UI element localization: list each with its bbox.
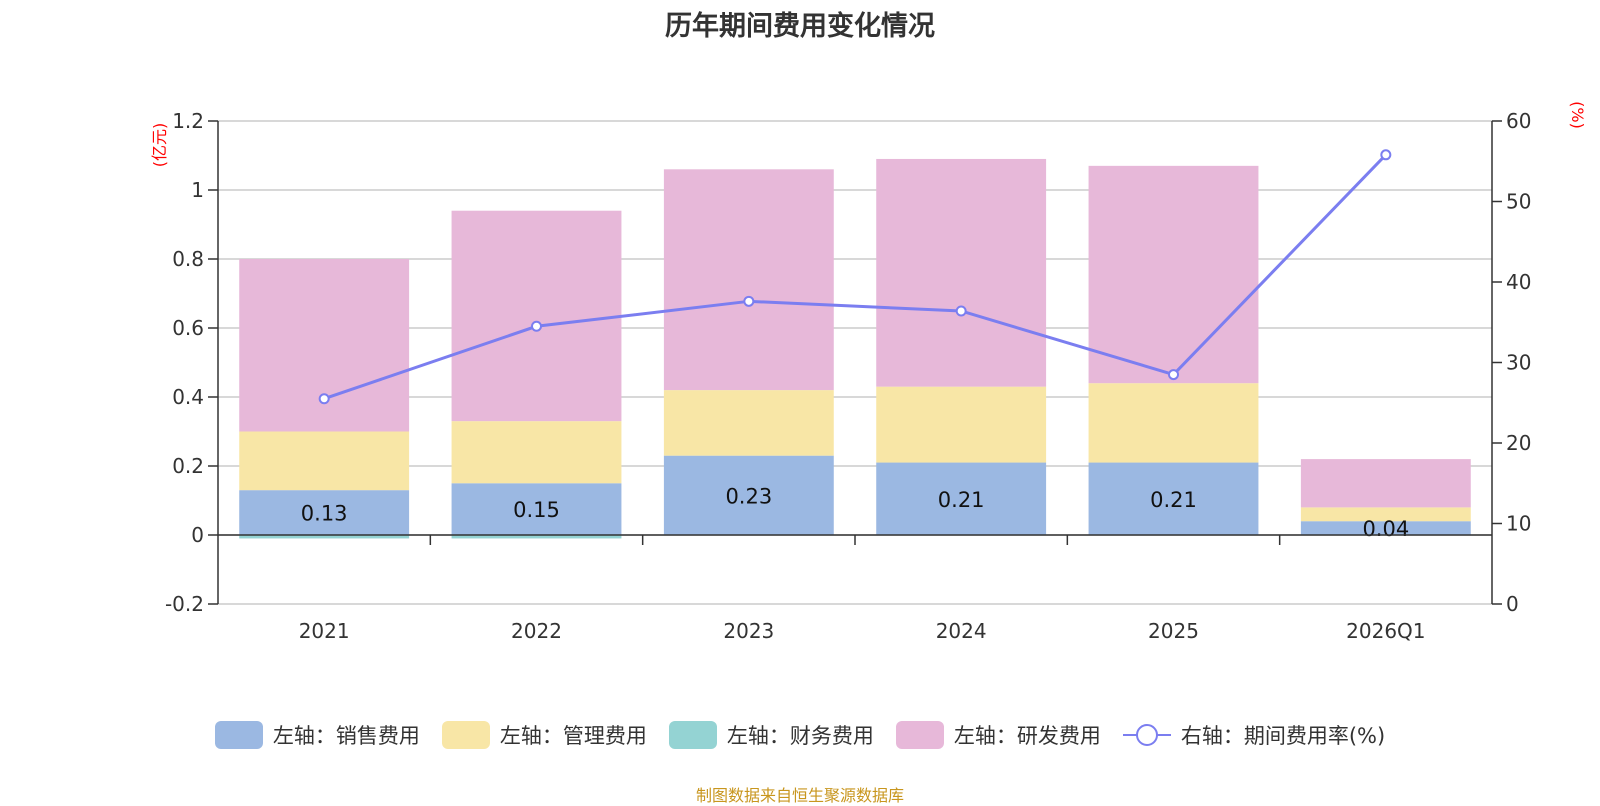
left-tick-label: 0.6	[172, 316, 204, 340]
bar-segment-3	[663, 169, 834, 391]
bar-segment-3	[876, 158, 1047, 387]
bar-segment-0	[239, 490, 410, 535]
legend-label: 左轴：研发费用	[953, 724, 1101, 748]
bar-segment-0	[876, 462, 1047, 535]
legend-swatch	[1122, 721, 1171, 749]
legend-item[interactable]: 左轴：销售费用	[214, 720, 420, 750]
x-tick-label: 2022	[511, 619, 562, 643]
left-axis-unit: (亿元)	[150, 123, 169, 168]
x-tick-label: 2021	[299, 619, 350, 643]
rate-point	[531, 320, 542, 332]
legend-item[interactable]: 左轴：管理费用	[441, 720, 647, 750]
left-tick-label: 0.2	[172, 454, 204, 478]
right-tick-label: 60	[1506, 109, 1531, 133]
right-tick-label: 0	[1506, 592, 1519, 616]
bar-data-label: 0.13	[301, 502, 348, 526]
bar-segment-0	[451, 483, 622, 535]
bar-segment-0	[1300, 521, 1471, 535]
bar-data-label: 0.21	[938, 488, 985, 512]
bar-segment-3	[451, 210, 622, 422]
left-tick-label: 0.8	[172, 247, 204, 271]
right-axis-unit: (%)	[1568, 101, 1587, 129]
rate-point	[1168, 369, 1179, 381]
legend-label: 左轴：财务费用	[726, 724, 874, 748]
right-tick-label: 40	[1506, 270, 1531, 294]
legend-label: 右轴：期间费用率(%)	[1180, 724, 1386, 748]
legend-swatch	[668, 721, 717, 749]
bar-segment-3	[239, 259, 410, 432]
rate-line	[323, 153, 1387, 401]
bar-segment-1	[663, 390, 834, 456]
rate-point	[318, 393, 330, 405]
bar-segment-3	[1088, 165, 1259, 384]
left-tick-label: -0.2	[165, 592, 204, 616]
right-tick-label: 20	[1506, 431, 1531, 455]
left-tick-label: 0.4	[172, 385, 204, 409]
legend: 左轴：销售费用 左轴：管理费用 左轴：财务费用 左轴：研发费用 右轴：期间费用率(%)	[0, 720, 1600, 750]
chart-canvas: -0.2 0 0.2 0.4 0.6 0.8 1 1.2 0 10 20 30 40 50 60 (亿元) (%…	[150, 101, 1587, 643]
rate-point	[743, 295, 755, 307]
legend-label: 左轴：管理费用	[499, 724, 647, 748]
bar-data-label: 0.15	[513, 498, 560, 522]
x-tick-label: 2025	[1148, 619, 1199, 643]
legend-label: 左轴：销售费用	[272, 724, 420, 748]
legend-swatch	[895, 721, 944, 749]
legend-swatch	[441, 721, 490, 749]
right-tick-label: 50	[1506, 190, 1531, 214]
bar-data-label: 0.23	[725, 484, 772, 508]
bar-data-label: 0.21	[1150, 488, 1197, 512]
bar-segment-1	[1300, 507, 1471, 522]
chart-title: 历年期间费用变化情况	[665, 11, 935, 42]
left-tick-label: 1.2	[172, 109, 204, 133]
bar-segment-1	[451, 421, 622, 484]
bar-segment-0	[1088, 462, 1259, 535]
bar-segment-1	[239, 431, 410, 491]
legend-item[interactable]: 左轴：财务费用	[668, 720, 874, 750]
bar-segment-1	[876, 386, 1047, 463]
x-tick-label: 2023	[723, 619, 774, 643]
x-tick-label: 2024	[936, 619, 987, 643]
bar-segment-3	[1300, 459, 1471, 508]
bar-segment-1	[1088, 383, 1259, 463]
bar-segment-2	[239, 535, 410, 539]
left-tick-label: 1	[191, 178, 204, 202]
bar-data-label: 0.04	[1362, 517, 1409, 541]
bar-segment-0	[663, 455, 834, 535]
bar-segment-2	[451, 535, 622, 539]
rate-point	[1380, 149, 1392, 161]
left-tick-label: 0	[191, 523, 204, 547]
legend-swatch	[214, 721, 263, 749]
right-tick-label: 10	[1506, 512, 1531, 536]
rate-point	[955, 305, 967, 317]
source-note: 制图数据来自恒生聚源数据库	[695, 786, 904, 805]
legend-item[interactable]: 左轴：研发费用	[895, 720, 1101, 750]
right-tick-label: 30	[1506, 351, 1531, 375]
x-tick-label: 2026Q1	[1346, 619, 1425, 643]
legend-item[interactable]: 右轴：期间费用率(%)	[1122, 720, 1386, 750]
